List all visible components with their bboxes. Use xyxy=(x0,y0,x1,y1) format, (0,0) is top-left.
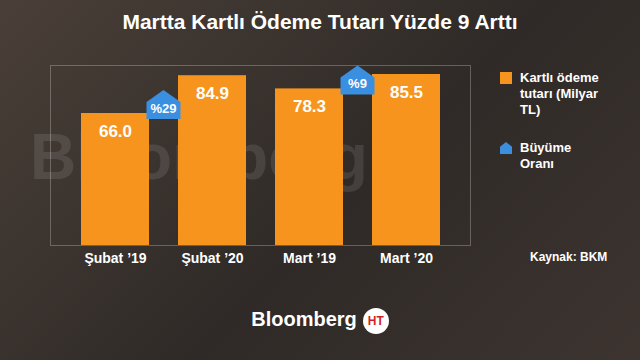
svg-text:84.9: 84.9 xyxy=(196,84,229,103)
svg-text:85.5: 85.5 xyxy=(390,83,423,102)
svg-text:Mart ’19: Mart ’19 xyxy=(283,250,336,266)
svg-text:66.0: 66.0 xyxy=(99,122,132,141)
svg-text:78.3: 78.3 xyxy=(293,97,326,116)
svg-text:Şubat ’20: Şubat ’20 xyxy=(181,250,243,266)
svg-text:Şubat ’19: Şubat ’19 xyxy=(84,250,146,266)
svg-text:Mart ’20: Mart ’20 xyxy=(380,250,433,266)
svg-text:%9: %9 xyxy=(348,76,367,91)
svg-text:%29: %29 xyxy=(150,101,176,116)
